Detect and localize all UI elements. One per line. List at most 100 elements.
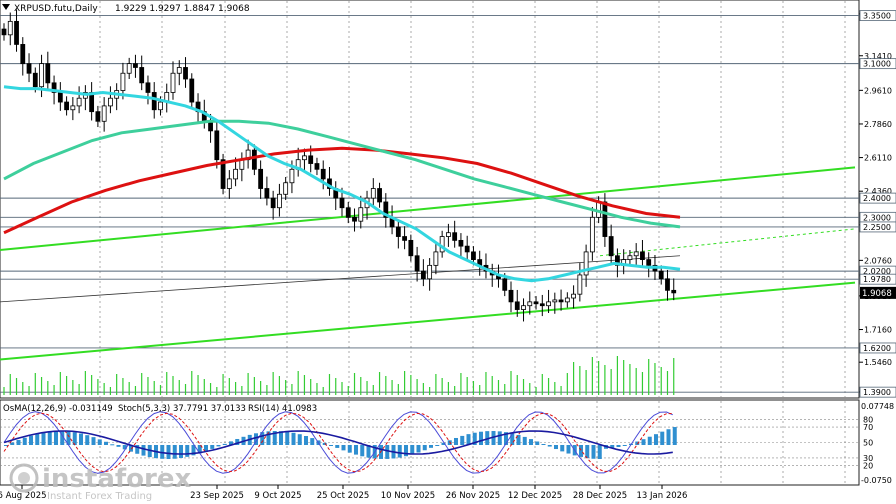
watermark-tagline: Instant Forex Trading [47,491,152,502]
osma-bar [491,431,496,445]
osma-bar [191,445,196,456]
time-axis: 6 Aug 2025 23 Sep 2025 9 Oct 2025 25 Oct 20… [0,485,687,501]
osma-bar [41,432,46,445]
candle-body [20,44,26,65]
osma-bar [366,445,371,458]
osma-bar [510,433,515,445]
osma-bar [622,445,627,446]
osma-bar [291,432,296,445]
osma-bar [185,445,190,457]
osma-bar [166,445,171,459]
osma-bar [254,433,258,445]
stoch-level-label: 50 [863,439,873,448]
x-tick-label: 10 Nov 2025 [381,491,435,501]
level-label: 1.3900 [863,388,891,397]
x-tick-label: 13 Jan 2026 [637,491,688,501]
candle-body [521,305,526,310]
candle-body [57,92,63,103]
level-label: 1.6200 [863,344,891,353]
osma-bar [597,445,602,459]
candle-body [314,163,320,170]
candle-body [564,297,570,303]
level-label: 2.2500 [863,223,891,232]
level-tag [859,58,896,70]
osma-bar [635,441,640,445]
osma-bar [347,445,352,453]
osma-bar [116,445,121,447]
watermark-brand: instaforex [42,464,192,494]
candle-body [377,188,382,203]
osma-bar [485,431,490,445]
osma-bar [341,445,346,451]
candle-body [251,149,257,170]
osma-bar [22,437,27,445]
osma-bar [279,431,283,445]
candle-body [408,239,414,257]
candle-body [414,255,420,272]
x-tick-label: 28 Dec 2025 [573,491,627,501]
candle-body [1,28,7,36]
current-price-label: 1.9068 [862,289,892,299]
candle-body [608,236,614,257]
osma-bar [285,431,290,445]
candle-body [283,182,289,195]
osma-bar [472,432,477,445]
osma-bar [504,432,508,445]
osma-bar [10,442,15,445]
candle-body [602,201,608,237]
osma-bar [410,445,415,455]
osma-bar [397,445,402,458]
osma-bar [441,442,446,445]
candle-body [539,303,545,307]
level-label: 1.9780 [863,275,891,284]
osma-bar [197,445,202,454]
osma-bar [422,445,427,451]
level-tag [859,221,896,233]
ma-slow-line [3,146,681,235]
level-tag [859,273,896,285]
stoch-label: Stoch(5,3,3) 37.7791 37.0133 [118,404,246,414]
osma-bar [385,445,390,459]
osma-bar [429,445,433,448]
level-tag [859,342,896,354]
stoch-level-label: 80 [863,415,873,424]
current-price-tag [860,286,896,299]
candle-body [502,278,508,291]
candle-body [433,251,439,266]
stoch-level-label: 70 [863,423,873,432]
osma-bar [335,445,340,448]
osma-bar [641,439,646,445]
candle-body [220,159,226,189]
main-chart-frame [0,0,860,399]
osma-bar [60,431,65,445]
candle-body [289,168,295,184]
level-label: 3.3500 [863,12,891,21]
candle-body [51,82,57,93]
candle-body [32,72,38,88]
candle-body [14,20,19,45]
osma-bar [329,445,333,446]
osma-bar [235,438,240,445]
osma-bar [322,442,327,445]
osma-bar [516,434,521,445]
osma-bar [554,445,558,450]
rsi-line [3,430,673,455]
ohlc-label: 1.9229 1.9297 1.8847 1.9068 [115,4,250,14]
osma-bar [404,445,408,457]
dropdown-triangle-icon[interactable] [2,4,10,10]
candle-body [352,216,357,222]
osma-bar [216,445,221,447]
candle-body [358,207,364,222]
osma-label: OsMA(12,26,9) -0.031149 [3,404,113,414]
candle-body [258,168,264,189]
candle-body [665,278,670,291]
candle-body [420,270,426,280]
candle-body [345,207,351,218]
osma-bar [435,445,440,446]
osma-bar [222,443,227,445]
x-tick-label: 6 Aug 2025 [0,491,47,501]
candle-body [571,293,576,299]
osma-bar [310,438,315,445]
